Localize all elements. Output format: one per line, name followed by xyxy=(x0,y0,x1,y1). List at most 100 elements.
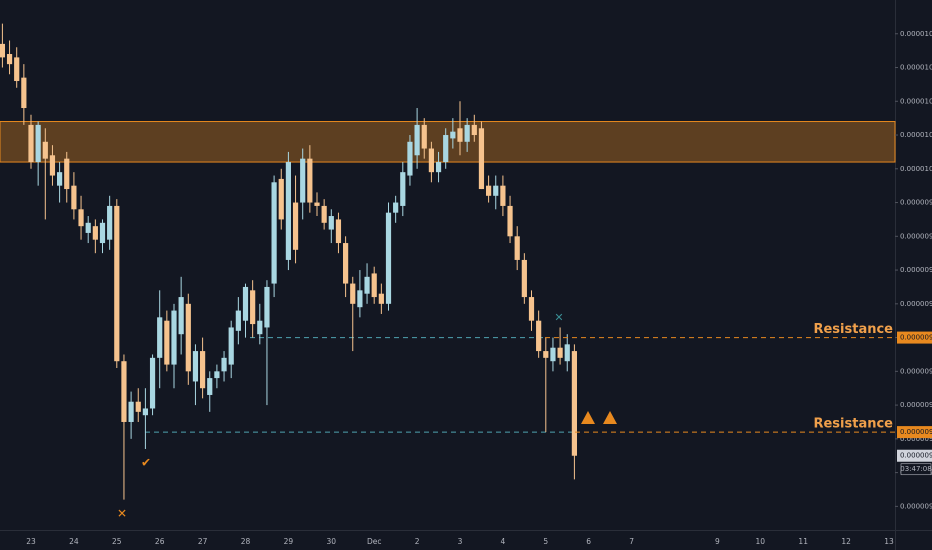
candle-body xyxy=(92,226,98,240)
candle-body xyxy=(300,158,306,203)
countdown-box xyxy=(900,463,932,476)
y-tick-label: 0.00000960 xyxy=(900,300,932,308)
candle-body xyxy=(457,128,463,142)
x-tick-label: 7 xyxy=(629,537,634,546)
y-tick-label: 0.00000980 xyxy=(900,232,932,240)
price-tag xyxy=(897,426,932,439)
candle-body xyxy=(157,317,163,358)
candle-body xyxy=(42,141,48,159)
y-tick-label: 0.00000970 xyxy=(900,266,932,274)
candle-body xyxy=(507,205,513,237)
candle-body xyxy=(428,148,434,173)
candle-body xyxy=(557,347,563,358)
candle-body xyxy=(350,283,356,304)
candle-body xyxy=(543,351,549,358)
candle-body xyxy=(99,222,106,244)
candle-body xyxy=(64,158,70,190)
level-text: Resistance xyxy=(813,417,893,432)
candle-body xyxy=(185,303,191,372)
x-tick-label: 6 xyxy=(586,537,591,546)
x-tick-label: 23 xyxy=(26,537,36,546)
candle-body xyxy=(214,371,220,379)
candle-body xyxy=(107,205,113,240)
candle-body xyxy=(450,131,456,139)
candle-body xyxy=(285,162,291,260)
candle-body xyxy=(571,351,577,456)
x-tick-label: 11 xyxy=(798,537,808,546)
candle-body xyxy=(335,219,342,244)
warning-icon xyxy=(603,411,617,424)
x-tick-label: 29 xyxy=(284,537,294,546)
candle-body xyxy=(257,320,263,335)
last-price-tag xyxy=(897,449,932,462)
drawing-icons: ✕ ✔ ✕ xyxy=(117,311,617,521)
y-tick-label: 0.00000940 xyxy=(900,367,932,375)
x-tick-label: Dec xyxy=(367,537,382,546)
y-tick-label: 0.00001020 xyxy=(900,97,932,105)
candle-body xyxy=(393,202,399,213)
candle-body xyxy=(536,320,542,352)
x-tick-label: 26 xyxy=(155,537,165,546)
candle-body xyxy=(486,185,492,196)
countdown: 03:47:08 xyxy=(900,465,931,473)
cross-icon: ✕ xyxy=(554,311,563,324)
candle-body xyxy=(421,124,427,149)
price-tag-label: 0.00000950 xyxy=(900,334,932,342)
candle-body xyxy=(242,286,249,321)
candle-body xyxy=(21,77,27,109)
candle-body xyxy=(28,124,34,163)
x-tick-label: 28 xyxy=(241,537,251,546)
check-icon: ✔ xyxy=(141,456,151,470)
candle-body xyxy=(343,243,349,284)
candle-body xyxy=(128,401,134,422)
candle-body xyxy=(250,290,256,325)
candle-body xyxy=(292,202,299,250)
y-tick-label: 0.00000920 xyxy=(900,435,932,443)
candle-body xyxy=(57,172,63,186)
x-tick-label: 25 xyxy=(112,537,122,546)
level-text: Resistance xyxy=(813,322,893,337)
x-tick-label: 24 xyxy=(69,537,79,546)
candle-body xyxy=(443,135,449,163)
candle-body xyxy=(371,273,377,298)
candle-body xyxy=(364,276,370,294)
candle-body xyxy=(328,216,334,230)
candle-body xyxy=(192,351,199,382)
candle-body xyxy=(385,212,392,304)
candle-body xyxy=(49,155,56,176)
x-tick-label: 4 xyxy=(501,537,506,546)
candle-body xyxy=(235,310,241,331)
candle-body xyxy=(514,236,520,260)
candle-body xyxy=(307,158,313,203)
x-tick-label: 9 xyxy=(715,537,720,546)
candle-body xyxy=(14,57,20,82)
candle-body xyxy=(550,347,556,362)
x-tick-label: 3 xyxy=(458,537,463,546)
price-tag xyxy=(897,331,932,344)
x-tick-label: 13 xyxy=(884,537,894,546)
candle-body xyxy=(435,162,442,173)
x-tick-label: 27 xyxy=(198,537,208,546)
candle-body xyxy=(521,259,527,298)
candle-body xyxy=(493,185,499,196)
candle-body xyxy=(142,408,148,416)
price-tag-label: 0.00000922 xyxy=(900,428,932,436)
candle-body xyxy=(149,357,156,409)
x-tick-label: 12 xyxy=(841,537,851,546)
y-tick-label: 0.00001040 xyxy=(900,30,932,38)
y-tick-label: 0.00001010 xyxy=(900,131,932,139)
x-tick-label: 5 xyxy=(543,537,548,546)
candle-body xyxy=(357,290,363,308)
candle-body xyxy=(207,378,213,395)
candle-body xyxy=(464,124,470,142)
candle-body xyxy=(278,178,284,220)
x-tick-label: 10 xyxy=(756,537,766,546)
candle-body xyxy=(321,205,327,223)
cross-icon: ✕ xyxy=(117,507,127,521)
candle-body xyxy=(271,182,277,284)
candle-body xyxy=(114,205,120,362)
candle-body xyxy=(121,361,127,422)
candle-body xyxy=(500,185,506,206)
